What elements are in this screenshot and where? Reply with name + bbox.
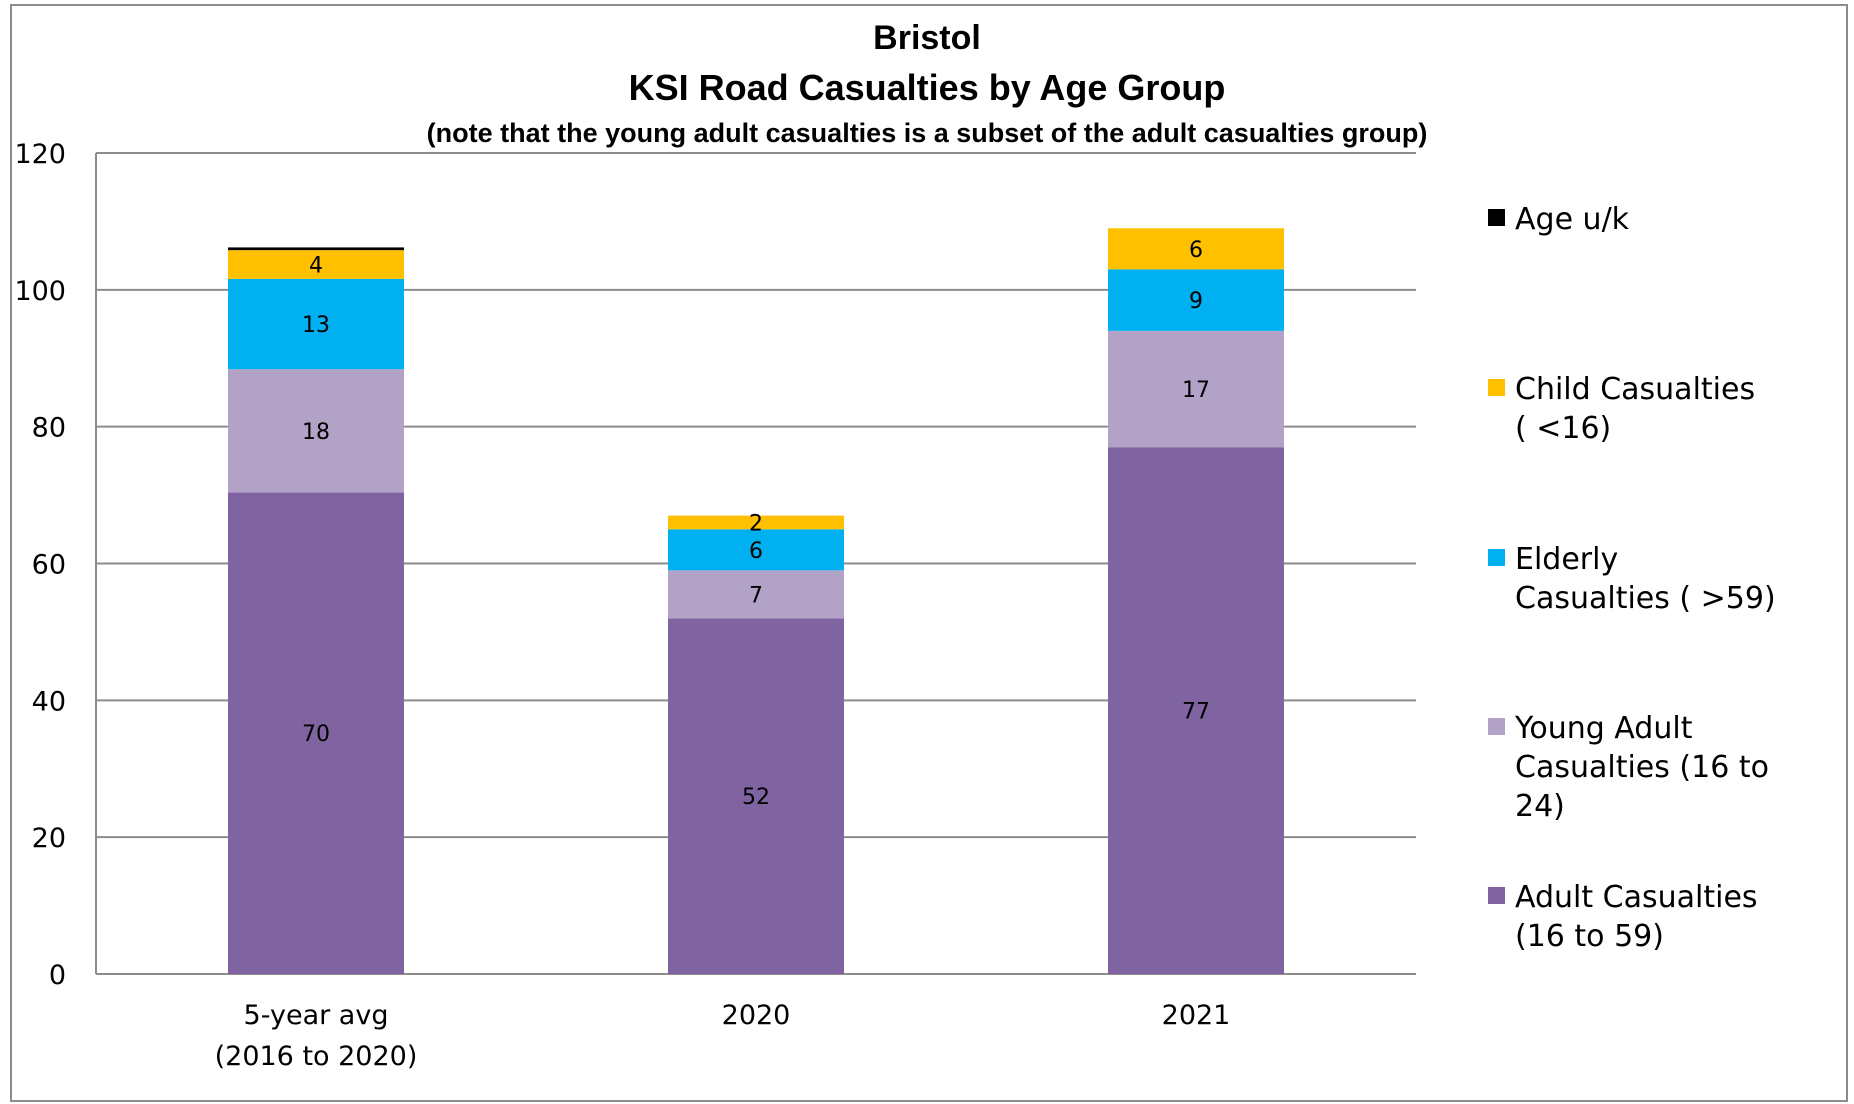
data-label: 6 bbox=[749, 539, 763, 564]
data-label: 2 bbox=[749, 511, 763, 536]
bar-segment bbox=[1108, 269, 1284, 331]
legend-swatch bbox=[1488, 718, 1505, 735]
bar-segment bbox=[668, 570, 844, 619]
bar-segment bbox=[228, 250, 404, 279]
data-label: 9 bbox=[1189, 289, 1203, 314]
bar-segment bbox=[228, 492, 404, 974]
data-label: 4 bbox=[309, 254, 323, 279]
y-tick-label: 100 bbox=[14, 276, 66, 307]
legend-swatch bbox=[1488, 379, 1505, 396]
data-label: 70 bbox=[302, 722, 330, 747]
chart-note: (note that the young adult casualties is… bbox=[427, 118, 1428, 148]
data-label: 7 bbox=[749, 583, 763, 608]
x-tick-label: 2021 bbox=[1162, 1000, 1231, 1031]
legend-label: 24) bbox=[1515, 789, 1565, 824]
chart-subtitle: KSI Road Casualties by Age Group bbox=[629, 67, 1226, 108]
y-tick-label: 80 bbox=[32, 413, 66, 444]
legend-label: Young Adult bbox=[1514, 711, 1693, 746]
bar-segment bbox=[668, 515, 844, 530]
bar-segment bbox=[228, 278, 404, 370]
legend: Age u/k Child Casualties ( <16) Elderly Casu… bbox=[1488, 202, 1776, 954]
bar-segment bbox=[1108, 330, 1284, 448]
data-label: 13 bbox=[302, 313, 330, 338]
legend-label: Casualties ( >59) bbox=[1515, 581, 1776, 616]
data-label: 18 bbox=[302, 420, 330, 445]
data-label: 52 bbox=[742, 785, 770, 810]
legend-swatch bbox=[1488, 209, 1505, 226]
chart-title: Bristol bbox=[873, 19, 981, 57]
bar-segment bbox=[668, 529, 844, 571]
bar-segment bbox=[1108, 447, 1284, 975]
data-labels: 70 18 13 4 52 7 6 2 77 17 9 6 bbox=[302, 238, 1210, 810]
y-tick-label: 0 bbox=[49, 960, 66, 991]
data-label: 6 bbox=[1189, 238, 1203, 263]
bar-segment bbox=[228, 247, 404, 251]
bars bbox=[228, 228, 1284, 975]
legend-label: Adult Casualties bbox=[1515, 880, 1758, 915]
axes: 0 20 40 60 80 100 120 5-year avg (2016 to 2020) 2… bbox=[14, 139, 1416, 1072]
legend-label: Child Casualties bbox=[1515, 372, 1755, 407]
data-label: 77 bbox=[1182, 700, 1210, 725]
legend-swatch bbox=[1488, 549, 1505, 566]
legend-label: ( <16) bbox=[1515, 411, 1611, 446]
y-tick-label: 60 bbox=[32, 550, 66, 581]
bar-segment bbox=[668, 618, 844, 974]
y-tick-label: 120 bbox=[14, 139, 66, 170]
legend-swatch bbox=[1488, 887, 1505, 904]
bar-segment bbox=[1108, 228, 1284, 270]
y-tick-label: 40 bbox=[32, 686, 66, 717]
x-tick-label: (2016 to 2020) bbox=[215, 1041, 418, 1072]
legend-label: Casualties (16 to bbox=[1515, 750, 1769, 785]
bar-segment bbox=[228, 369, 404, 493]
legend-label: (16 to 59) bbox=[1515, 919, 1664, 954]
x-tick-label: 2020 bbox=[722, 1000, 791, 1031]
y-tick-label: 20 bbox=[32, 823, 66, 854]
legend-label: Elderly bbox=[1515, 542, 1618, 577]
data-label: 17 bbox=[1182, 378, 1210, 403]
x-tick-label: 5-year avg bbox=[244, 1000, 389, 1031]
legend-label: Age u/k bbox=[1515, 202, 1630, 237]
